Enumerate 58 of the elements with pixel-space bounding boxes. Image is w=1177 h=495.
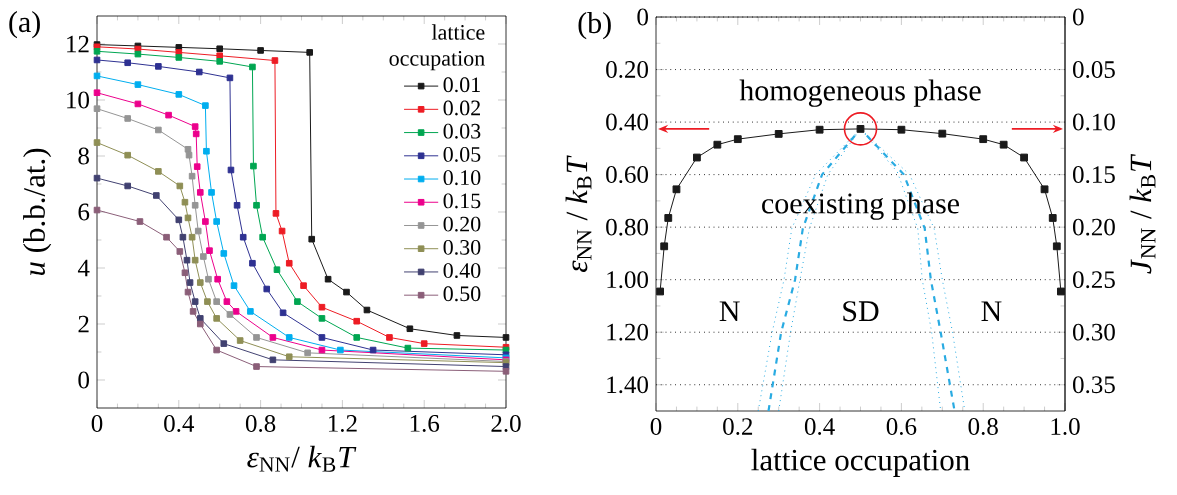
y-tick-label: 0.20 (606, 61, 648, 79)
x-tick-label: 1.0 (1051, 418, 1080, 436)
x-tick-label: 0.6 (886, 418, 917, 436)
x-axis-title: ε$_{NN}$/ k$_{B}$T (247, 445, 357, 472)
y-tick-label: 1.40 (607, 376, 648, 394)
legend-label: 0.02 (443, 100, 480, 116)
legend-label: 0.05 (443, 146, 481, 162)
x-tick-label: 0 (91, 415, 103, 432)
annotation: N (719, 301, 740, 322)
legend-label: 0.01 (443, 77, 480, 93)
annotation: homogeneous phase (739, 79, 981, 107)
x-tick-label: 1.2 (328, 415, 357, 432)
x-tick-label: 0.8 (968, 418, 998, 436)
annotation: SD (843, 301, 879, 322)
chart-title: (a) (9, 11, 40, 39)
y2-tick-label: 0.05 (1073, 61, 1115, 79)
y-tick-label: 8 (78, 147, 89, 165)
y-axis-title: ε$_{NN}$ / k$_{B}$T (565, 155, 592, 273)
y-tick-label: 1.20 (607, 323, 648, 341)
y-tick-label: 6 (78, 203, 90, 221)
x-tick-label: 0.4 (804, 418, 835, 436)
x-tick-label: 1.6 (410, 415, 440, 432)
y-tick-label: 0.40 (606, 113, 648, 131)
y-tick-label: 2 (78, 315, 89, 333)
legend-title: lattice occupation (389, 24, 485, 71)
y2-tick-label: 0.15 (1073, 166, 1115, 184)
x-tick-label: 2.0 (491, 415, 521, 433)
legend-label: 0.20 (443, 216, 481, 232)
y-tick-label: 0.60 (606, 166, 648, 184)
x-tick-label: 0 (650, 418, 662, 435)
y2-tick-label: 0.35 (1073, 376, 1115, 394)
y-tick-label: 1.00 (607, 271, 648, 289)
legend-label: 0.03 (443, 123, 481, 139)
chart-title: (b) (578, 12, 611, 40)
y-tick-label: 12 (67, 35, 89, 53)
y-tick-label: 10 (67, 91, 89, 109)
y-tick-label: 0 (637, 8, 648, 26)
legend-label: 0.40 (443, 263, 481, 279)
y-tick-label: 0 (78, 371, 89, 389)
y2-tick-label: 0 (1073, 8, 1084, 26)
annotation: coexisting phase (762, 192, 959, 220)
legend-label: 0.50 (443, 286, 481, 302)
y2-tick-label: 0.25 (1073, 271, 1115, 289)
legend-label: 0.15 (443, 193, 481, 209)
y-tick-label: 4 (77, 259, 90, 277)
legend-label: 0.10 (443, 170, 481, 186)
x-axis-title: lattice occupation (751, 448, 970, 477)
y-axis-title: u (b.b./at.) (23, 148, 52, 276)
y2-tick-label: 0.20 (1073, 218, 1115, 236)
y2-tick-label: 0.30 (1073, 323, 1115, 341)
y2-tick-label: 0.10 (1073, 113, 1115, 131)
annotation: N (981, 301, 1002, 322)
y-tick-label: 0.80 (606, 218, 648, 236)
x-tick-label: 0.8 (245, 415, 276, 433)
x-tick-label: 0.4 (164, 415, 195, 433)
y2-axis-title: J$_{NN}$ / k$_{B}$T (1129, 153, 1156, 274)
legend-label: 0.30 (443, 239, 481, 255)
x-tick-label: 0.2 (723, 418, 753, 436)
